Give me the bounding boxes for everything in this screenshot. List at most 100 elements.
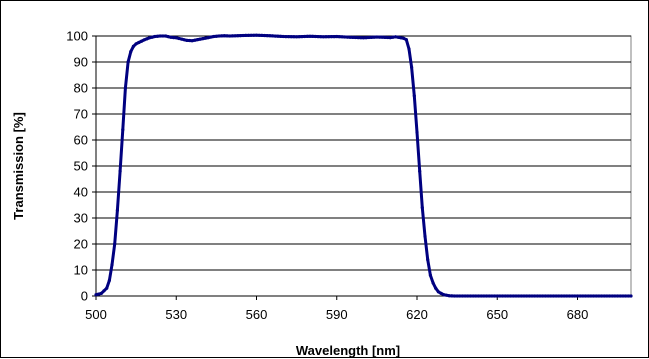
x-tick-label-560: 560 — [246, 307, 268, 322]
data-point — [423, 234, 427, 238]
data-point — [246, 33, 251, 38]
data-point — [319, 35, 323, 39]
data-point — [153, 34, 157, 39]
data-point — [233, 34, 237, 38]
data-point — [538, 294, 542, 298]
data-point — [575, 294, 580, 298]
y-tick-label-100: 100 — [66, 29, 88, 44]
data-point — [565, 294, 569, 298]
data-point — [343, 35, 347, 39]
data-point — [228, 34, 232, 38]
data-point — [292, 35, 296, 39]
data-point — [591, 294, 596, 298]
data-point — [174, 36, 178, 40]
data-point — [468, 294, 473, 298]
data-point — [131, 44, 135, 49]
data-point — [485, 294, 489, 298]
data-point — [115, 208, 119, 212]
data-point — [257, 33, 261, 37]
data-point — [145, 37, 149, 41]
data-point — [105, 286, 109, 290]
data-point — [450, 294, 454, 298]
data-point — [586, 294, 590, 298]
data-point — [225, 34, 229, 38]
data-point — [396, 35, 400, 39]
data-point — [204, 36, 208, 40]
data-point — [463, 294, 467, 298]
data-point — [316, 35, 320, 39]
data-point — [415, 130, 419, 134]
data-point — [214, 34, 218, 38]
data-point — [172, 36, 176, 40]
data-point — [471, 294, 475, 298]
data-point — [442, 293, 446, 297]
data-point — [600, 294, 604, 298]
data-point — [375, 35, 379, 39]
data-point — [271, 34, 275, 38]
y-axis-title: Transmission [%] — [11, 112, 26, 220]
data-point — [386, 35, 390, 40]
data-point — [511, 294, 515, 298]
data-point — [578, 294, 582, 298]
x-tick-label-620: 620 — [406, 307, 428, 322]
data-point — [557, 294, 561, 298]
data-point — [198, 37, 202, 41]
data-point — [335, 34, 339, 39]
data-point — [340, 35, 344, 39]
data-point — [482, 294, 486, 298]
data-point — [543, 294, 548, 298]
data-point — [244, 33, 248, 38]
data-point — [217, 34, 221, 38]
data-point — [107, 278, 111, 282]
data-point — [147, 36, 152, 40]
y-tick-label-60: 60 — [74, 133, 88, 148]
data-point — [161, 34, 165, 38]
data-point — [554, 294, 558, 298]
data-point — [252, 33, 256, 37]
data-point — [597, 294, 601, 298]
y-tick-label-50: 50 — [74, 159, 88, 174]
data-point — [220, 34, 224, 38]
data-point — [621, 294, 625, 298]
data-point — [581, 294, 585, 298]
data-point — [110, 263, 114, 267]
data-point — [348, 35, 352, 39]
data-point — [629, 294, 633, 298]
data-point — [308, 34, 312, 38]
y-tick-label-10: 10 — [74, 263, 88, 278]
data-point — [431, 281, 435, 285]
data-point — [321, 35, 325, 39]
data-point — [222, 34, 226, 38]
data-point — [383, 35, 387, 40]
data-point — [583, 294, 588, 298]
x-tick-label-590: 590 — [326, 307, 348, 322]
y-tick-label-40: 40 — [74, 185, 88, 200]
data-point — [439, 291, 443, 295]
data-point — [126, 60, 130, 64]
data-point — [610, 294, 614, 298]
data-point — [495, 294, 499, 298]
data-point — [134, 42, 138, 46]
y-tick-label-0: 0 — [81, 289, 88, 304]
data-point — [420, 206, 424, 210]
data-point — [466, 294, 470, 298]
data-point — [230, 34, 234, 38]
data-point — [501, 294, 505, 298]
data-point — [364, 36, 368, 40]
data-point — [559, 294, 564, 298]
data-point — [447, 294, 451, 298]
data-point — [289, 35, 293, 39]
data-point — [412, 94, 416, 98]
data-point — [479, 294, 483, 298]
data-point — [311, 34, 315, 39]
data-point — [166, 35, 170, 39]
data-point — [241, 33, 245, 38]
series — [94, 33, 633, 298]
data-point — [209, 35, 213, 39]
data-point — [99, 291, 103, 295]
data-point — [332, 35, 336, 39]
data-point — [570, 294, 574, 298]
data-point — [212, 34, 216, 39]
data-point — [533, 294, 537, 298]
